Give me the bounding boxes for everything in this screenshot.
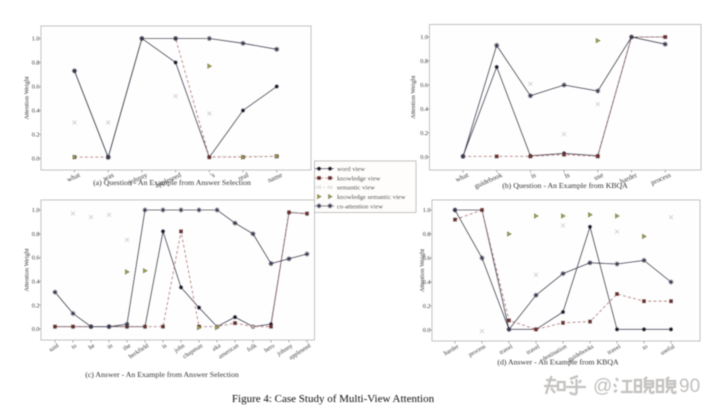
svg-text:0.8: 0.8 xyxy=(423,231,431,238)
svg-text:0.2: 0.2 xyxy=(423,303,431,310)
svg-text:0.0: 0.0 xyxy=(32,326,40,333)
svg-text:(b) Question - An Example from: (b) Question - An Example from KBQA xyxy=(502,181,628,190)
svg-text:be: be xyxy=(87,342,96,351)
svg-text:0.8: 0.8 xyxy=(32,231,40,238)
svg-text:0.0: 0.0 xyxy=(420,154,428,161)
svg-text:was: was xyxy=(102,171,115,183)
svg-text:folk: folk xyxy=(246,342,259,354)
svg-text:0.4: 0.4 xyxy=(32,108,40,115)
svg-text:@: @ xyxy=(593,376,612,397)
svg-text:knowledge view: knowledge view xyxy=(337,175,381,182)
svg-text:(c) Answer - An Example from A: (c) Answer - An Example from Answer Sele… xyxy=(85,370,239,379)
svg-text:1.0: 1.0 xyxy=(32,36,40,43)
svg-text:to: to xyxy=(641,343,649,351)
svg-text:Attention Weight: Attention Weight xyxy=(419,249,426,293)
svg-text:Attention Weight: Attention Weight xyxy=(24,248,31,292)
svg-text:0.6: 0.6 xyxy=(32,255,40,262)
svg-text:word view: word view xyxy=(337,166,365,173)
svg-text:0.4: 0.4 xyxy=(420,106,428,113)
svg-text:to: to xyxy=(70,342,78,351)
svg-text:real: real xyxy=(237,171,250,183)
svg-text:1.0: 1.0 xyxy=(423,207,431,214)
svg-text:0.0: 0.0 xyxy=(423,327,431,334)
svg-text:0.4: 0.4 xyxy=(32,279,40,286)
svg-text:1.0: 1.0 xyxy=(420,34,428,41)
svg-text:0.6: 0.6 xyxy=(32,84,40,91)
svg-text:0.2: 0.2 xyxy=(420,130,428,137)
svg-text:0.8: 0.8 xyxy=(32,60,40,67)
svg-text:'s: 's xyxy=(209,171,216,180)
svg-text:Figure 4: Case Study of Multi-: Figure 4: Case Study of Multi-View Atten… xyxy=(232,393,435,405)
svg-text:is: is xyxy=(161,342,169,350)
svg-text:co-attention view: co-attention view xyxy=(337,203,383,210)
svg-text:1.0: 1.0 xyxy=(32,207,40,214)
svg-text:0.6: 0.6 xyxy=(423,255,431,262)
svg-text:use: use xyxy=(593,171,605,182)
svg-text:hero: hero xyxy=(263,342,276,354)
svg-text:in: in xyxy=(106,342,114,351)
svg-text:0.0: 0.0 xyxy=(32,156,40,163)
svg-text:ls: ls xyxy=(563,171,571,180)
svg-text:the: the xyxy=(122,342,132,352)
svg-text:knowledge semantic view: knowledge semantic view xyxy=(337,194,406,201)
svg-text:Attention Weight: Attention Weight xyxy=(24,76,31,120)
svg-text:0.4: 0.4 xyxy=(423,279,431,286)
svg-text:90: 90 xyxy=(679,376,700,397)
svg-text:0.2: 0.2 xyxy=(32,132,40,139)
svg-text:(d) Answer - An Example from K: (d) Answer - An Example from KBQA xyxy=(497,358,619,367)
svg-text:aka: aka xyxy=(211,342,222,353)
svg-text:0.2: 0.2 xyxy=(32,302,40,309)
svg-text:is: is xyxy=(530,171,538,180)
svg-text:0.8: 0.8 xyxy=(420,58,428,65)
svg-text:Attention Weight: Attention Weight xyxy=(410,75,417,119)
svg-text:semantic view: semantic view xyxy=(337,185,375,192)
svg-text:0.6: 0.6 xyxy=(420,82,428,89)
svg-text:said: said xyxy=(48,342,61,354)
svg-text:(a) Question - An Example from: (a) Question - An Example from Answer Se… xyxy=(93,178,251,187)
